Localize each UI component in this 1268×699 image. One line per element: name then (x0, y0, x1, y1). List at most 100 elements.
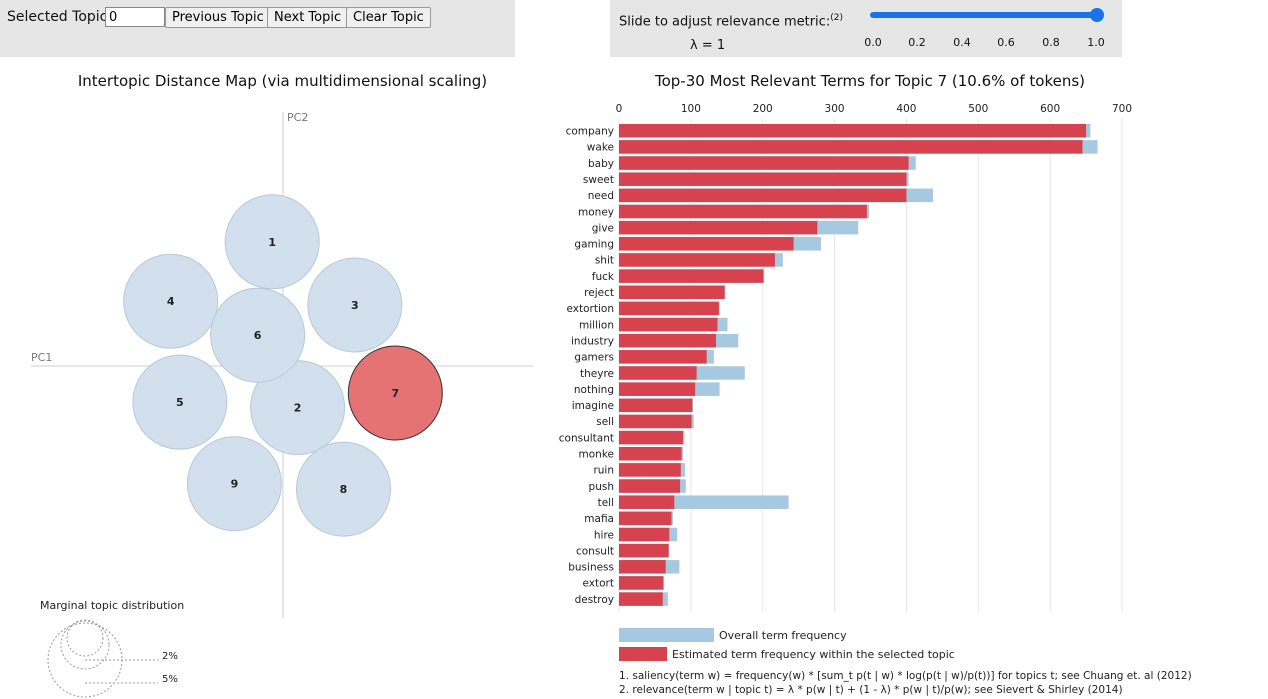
topic-circle[interactable] (295, 441, 391, 537)
term-row-business[interactable]: business (568, 560, 680, 574)
topic-bubble-3[interactable]: 3 (307, 257, 403, 353)
term-label[interactable]: sweet (583, 174, 614, 186)
term-label[interactable]: extortion (567, 303, 614, 315)
x-tick-label: 200 (753, 103, 773, 115)
topic-circle[interactable] (347, 345, 443, 441)
topic-bubble-4[interactable]: 4 (123, 253, 219, 349)
term-row-give[interactable]: give (592, 220, 859, 235)
term-label[interactable]: shit (595, 255, 614, 267)
term-row-imagine[interactable]: imagine (572, 398, 694, 413)
topic-frequency-bar (619, 382, 696, 396)
term-label[interactable]: sell (596, 416, 614, 428)
topic-bubble-1[interactable]: 1 (224, 194, 320, 290)
term-label[interactable]: business (568, 562, 614, 574)
term-label[interactable]: consultant (559, 432, 614, 444)
term-row-fuck[interactable]: fuck (592, 269, 765, 283)
term-label[interactable]: nothing (574, 384, 614, 396)
term-row-consultant[interactable]: consultant (559, 430, 685, 445)
term-row-money[interactable]: money (578, 204, 870, 219)
term-row-gaming[interactable]: gaming (574, 237, 821, 251)
previous-topic-button[interactable]: Previous Topic (165, 7, 271, 28)
lambda-slider-thumb[interactable] (1090, 8, 1104, 22)
next-topic-button[interactable]: Next Topic (267, 7, 349, 28)
clear-topic-button[interactable]: Clear Topic (346, 7, 431, 28)
term-label[interactable]: consult (576, 545, 614, 557)
term-row-extortion[interactable]: extortion (567, 301, 720, 316)
topic-circle-label: 4 (167, 295, 175, 308)
term-label[interactable]: hire (594, 529, 614, 541)
term-row-million[interactable]: million (579, 317, 728, 332)
term-row-wake[interactable]: wake (587, 140, 1098, 154)
footnote-relevance: 2. relevance(term w | topic t) = λ * p(w… (619, 684, 1123, 696)
term-label[interactable]: give (592, 222, 614, 234)
term-label[interactable]: monke (579, 449, 614, 461)
term-row-monke[interactable]: monke (579, 447, 683, 461)
term-label[interactable]: need (588, 190, 614, 202)
topic-bubble-8[interactable]: 8 (295, 441, 391, 537)
term-label[interactable]: imagine (572, 400, 614, 412)
term-label[interactable]: mafia (584, 513, 614, 525)
overall-frequency-bar (619, 172, 909, 186)
topic-frequency-bar (619, 124, 1087, 138)
topic-bubble-7[interactable]: 7 (347, 345, 443, 441)
term-label[interactable]: tell (598, 497, 614, 509)
term-label[interactable]: fuck (592, 271, 615, 283)
topic-circle[interactable] (224, 194, 320, 290)
x-tick-label: 500 (968, 103, 988, 115)
term-label[interactable]: wake (587, 142, 614, 154)
topic-frequency-bar (619, 269, 764, 283)
topic-circle[interactable] (132, 354, 228, 450)
lambda-slider-track[interactable] (870, 12, 1098, 18)
term-row-gamers[interactable]: gamers (574, 350, 714, 364)
term-label[interactable]: company (566, 126, 614, 138)
term-label[interactable]: push (589, 481, 614, 493)
term-label[interactable]: industry (571, 335, 614, 347)
marginal-circle-medium (60, 620, 110, 670)
term-row-baby[interactable]: baby (588, 156, 916, 170)
term-row-extort[interactable]: extort (583, 576, 664, 590)
selected-topic-input[interactable] (105, 7, 165, 27)
lambda-tick: 0.2 (908, 36, 926, 49)
term-row-hire[interactable]: hire (594, 527, 678, 542)
term-label[interactable]: baby (588, 158, 614, 170)
term-label[interactable]: theyre (580, 368, 614, 380)
topic-circle[interactable] (210, 287, 306, 383)
term-row-sweet[interactable]: sweet (583, 172, 909, 186)
topic-frequency-bar (619, 414, 692, 429)
term-row-nothing[interactable]: nothing (574, 382, 720, 396)
overall-frequency-bar (619, 285, 726, 299)
topic-bubble-5[interactable]: 5 (132, 354, 228, 450)
term-row-need[interactable]: need (588, 188, 934, 203)
term-row-shit[interactable]: shit (595, 253, 783, 267)
topic-frequency-bar (619, 317, 718, 332)
term-row-theyre[interactable]: theyre (580, 366, 745, 380)
term-row-push[interactable]: push (589, 479, 686, 493)
topic-bubble-9[interactable]: 9 (186, 436, 282, 532)
term-label[interactable]: ruin (593, 465, 614, 477)
term-row-ruin[interactable]: ruin (593, 463, 686, 477)
topic-frequency-bar (619, 156, 909, 170)
topic-frequency-bar (619, 188, 907, 203)
topic-circle[interactable] (123, 253, 219, 349)
term-label[interactable]: gamers (574, 352, 614, 364)
term-row-mafia[interactable]: mafia (584, 511, 673, 526)
term-row-sell[interactable]: sell (596, 414, 694, 429)
term-label[interactable]: million (579, 319, 614, 331)
lambda-tick: 1.0 (1087, 36, 1105, 49)
topic-circle[interactable] (186, 436, 282, 532)
term-row-consult[interactable]: consult (576, 543, 670, 558)
term-label[interactable]: money (578, 206, 614, 218)
term-label[interactable]: destroy (575, 594, 614, 606)
term-row-destroy[interactable]: destroy (575, 592, 668, 606)
term-label[interactable]: extort (583, 578, 614, 590)
term-label[interactable]: gaming (574, 239, 614, 251)
topic-frequency-bar (619, 220, 818, 235)
overall-frequency-bar (619, 527, 678, 542)
term-row-tell[interactable]: tell (598, 495, 789, 509)
term-label[interactable]: reject (584, 287, 614, 299)
topic-bubble-6[interactable]: 6 (210, 287, 306, 383)
term-row-industry[interactable]: industry (571, 333, 739, 348)
term-row-company[interactable]: company (566, 124, 1091, 138)
term-row-reject[interactable]: reject (584, 285, 726, 300)
topic-circle[interactable] (307, 257, 403, 353)
